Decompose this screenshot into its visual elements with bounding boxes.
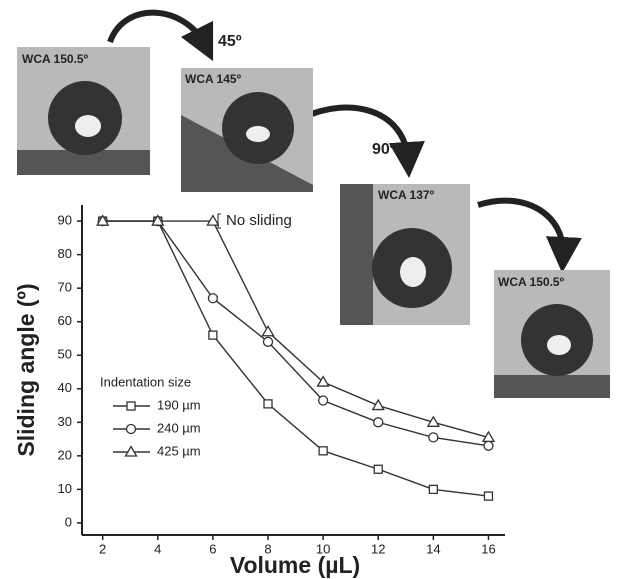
x-tick-label: 10: [316, 541, 330, 556]
y-tick-label: 50: [58, 347, 72, 362]
arrow: [107, 9, 214, 62]
y-tick-label: 0: [65, 514, 72, 529]
marker: [151, 214, 165, 226]
x-tick-label: 4: [154, 541, 161, 556]
marker: [371, 398, 385, 411]
marker: [261, 324, 275, 337]
marker: [316, 375, 330, 387]
legend-label: 425 µm: [157, 443, 201, 458]
marker: [428, 484, 439, 495]
y-tick-label: 20: [58, 447, 72, 462]
annotation: No sliding: [226, 212, 292, 229]
legend-marker: [126, 401, 136, 411]
marker: [483, 440, 494, 451]
inset-label: WCA 150.5º: [498, 275, 565, 289]
marker: [318, 446, 328, 456]
photo: [494, 270, 610, 398]
marker: [426, 415, 440, 427]
y-tick-label: 40: [58, 380, 72, 395]
x-axis-title: Volume (µL): [230, 552, 360, 578]
legend-marker: [124, 445, 138, 457]
series-line: [102, 220, 489, 447]
marker: [263, 399, 273, 409]
y-axis-title: Sliding angle (º): [13, 283, 39, 456]
x-tick-label: 2: [99, 541, 106, 556]
marker: [208, 330, 218, 340]
x-tick-label: 6: [209, 541, 216, 556]
inset-label: WCA 145º: [185, 72, 242, 86]
arrow: [300, 104, 425, 178]
marker: [483, 491, 494, 501]
legend-marker: [125, 423, 137, 435]
y-tick-label: 60: [58, 313, 72, 328]
y-tick-label: 70: [58, 280, 72, 295]
x-tick-label: 14: [426, 541, 440, 556]
series-line: [102, 220, 489, 497]
rotation-label: 90º: [372, 141, 396, 158]
bracket: [217, 213, 221, 229]
marker: [428, 432, 439, 443]
photo: [181, 68, 313, 192]
marker: [373, 417, 384, 428]
y-tick-label: 30: [58, 414, 72, 429]
inset-label: WCA 137º: [378, 188, 435, 202]
legend-label: 240 µm: [157, 420, 201, 435]
marker: [207, 293, 219, 304]
marker: [96, 214, 110, 226]
marker: [262, 336, 274, 347]
photo: [17, 47, 150, 175]
marker: [206, 214, 220, 226]
photo: [340, 184, 470, 325]
x-tick-label: 8: [264, 541, 271, 556]
x-tick-label: 12: [371, 541, 385, 556]
inset-label: WCA 150.5º: [22, 52, 89, 66]
legend-label: 190 µm: [157, 397, 201, 412]
marker: [317, 395, 329, 406]
marker: [373, 464, 383, 474]
rotation-label: 45º: [218, 33, 242, 50]
series-line: [102, 220, 489, 439]
y-tick-label: 90: [58, 213, 72, 228]
y-tick-label: 10: [58, 481, 72, 496]
legend-title: Indentation size: [100, 374, 191, 389]
y-tick-label: 80: [58, 246, 72, 261]
arrow: [477, 197, 582, 273]
marker: [481, 430, 496, 443]
x-tick-label: 16: [481, 541, 495, 556]
